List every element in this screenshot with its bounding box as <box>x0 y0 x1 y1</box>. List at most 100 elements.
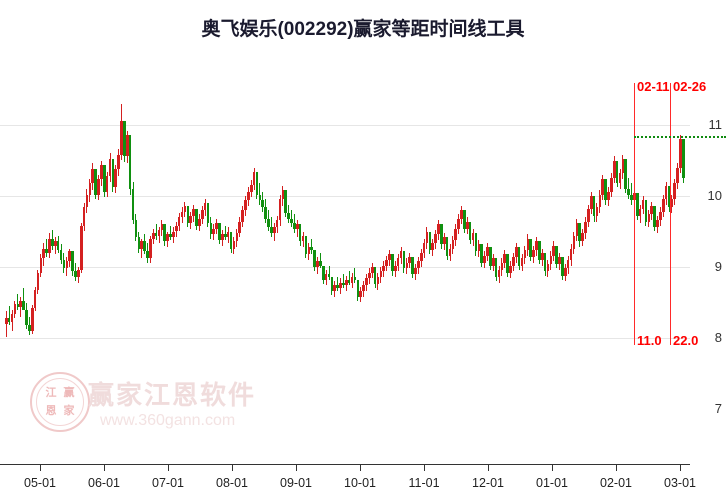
candle-body <box>431 242 435 250</box>
candle-body <box>414 268 417 275</box>
x-axis-tick-label: 01-01 <box>536 476 568 490</box>
stock-chart-page: 奥飞娱乐(002292)赢家等距时间线工具 02-11 11.0 02-26 22.0… <box>0 19 726 490</box>
candle-body <box>572 235 576 249</box>
y-axis-tick-label: 11 <box>708 117 723 132</box>
candle-body <box>474 232 478 252</box>
candle-body <box>59 249 63 260</box>
candle-body <box>30 308 34 331</box>
x-axis-tick <box>360 464 361 471</box>
candle-body <box>111 159 115 188</box>
y-axis-tick-label: 9 <box>714 259 722 274</box>
candle-body <box>77 269 80 277</box>
x-axis-tick-label: 08-01 <box>216 476 248 490</box>
candle-wick <box>224 225 226 240</box>
candle-body <box>405 262 409 269</box>
candle-body <box>313 249 316 267</box>
candle-body <box>584 221 587 233</box>
candle-body <box>555 245 558 265</box>
candle-body <box>587 208 590 222</box>
candle-wick <box>319 252 321 269</box>
candle-body <box>212 228 216 235</box>
candle-body <box>117 154 120 169</box>
candle-body <box>558 257 561 265</box>
candle-body <box>342 282 345 286</box>
x-axis-tick-label: 06-01 <box>88 476 120 490</box>
candle-body <box>610 177 613 192</box>
gridline-10 <box>0 196 690 197</box>
gridline-9 <box>0 267 690 268</box>
candle-wick <box>328 265 330 280</box>
candle-body <box>310 247 314 250</box>
candle-body <box>278 198 282 221</box>
candle-body <box>638 208 642 216</box>
y-axis-tick-label: 7 <box>714 401 722 416</box>
candle-body <box>241 210 244 222</box>
candle-body <box>275 220 279 228</box>
x-axis-tick <box>488 464 489 471</box>
candle-body <box>186 205 190 223</box>
candle-body <box>252 171 256 185</box>
candle-body <box>143 241 146 252</box>
candle-wick <box>155 224 157 240</box>
candle-body <box>339 282 342 289</box>
x-axis-tick <box>168 464 169 471</box>
gann-vertical-line[interactable] <box>634 83 635 345</box>
candle-body <box>270 227 273 233</box>
candle-body <box>126 134 129 157</box>
candle-body <box>203 203 207 211</box>
candle-body <box>627 188 630 195</box>
candle-body <box>200 210 204 219</box>
gridline-8 <box>0 338 690 339</box>
candle-body <box>517 247 521 266</box>
candle-body <box>670 198 674 208</box>
candle-body <box>319 261 322 266</box>
candle-body <box>229 231 233 249</box>
candle-body <box>56 241 60 250</box>
candle-body <box>466 221 469 229</box>
x-axis-tick-label: 07-01 <box>152 476 184 490</box>
candle-body <box>503 254 507 263</box>
candle-wick <box>5 311 7 337</box>
candle-body <box>549 255 553 265</box>
candle-body <box>85 194 89 208</box>
candle-body <box>636 193 639 216</box>
candle-body <box>673 183 677 199</box>
candle-body <box>621 159 625 174</box>
candle-body <box>195 208 198 226</box>
candle-body <box>301 235 305 242</box>
candle-body <box>223 234 227 238</box>
candle-body <box>157 230 161 236</box>
candle-body <box>261 200 265 208</box>
candle-body <box>79 225 83 270</box>
candle-body <box>19 301 22 307</box>
candle-body <box>316 261 319 267</box>
candle-body <box>445 237 449 256</box>
candle-body <box>198 218 201 226</box>
candle-body <box>123 120 126 157</box>
candle-body <box>391 254 394 272</box>
candle-body <box>434 234 437 243</box>
candle-body <box>368 272 371 279</box>
gann-vertical-line[interactable] <box>670 83 671 345</box>
candle-body <box>28 325 31 331</box>
candle-body <box>422 242 426 253</box>
candle-body <box>468 221 472 240</box>
candle-body <box>100 164 103 179</box>
candle-body <box>137 237 141 249</box>
candle-body <box>653 205 656 228</box>
candle-body <box>552 245 556 256</box>
candle-body <box>336 285 339 289</box>
candle-body <box>71 251 74 272</box>
candle-body <box>523 249 527 259</box>
candle-body <box>373 267 377 285</box>
candle-body <box>235 232 239 242</box>
candle-body <box>51 238 54 246</box>
x-axis-tick <box>232 464 233 471</box>
candle-wick <box>296 220 298 238</box>
candle-body <box>264 207 267 219</box>
candle-body <box>163 224 167 242</box>
candle-body <box>154 232 158 236</box>
candle-body <box>296 224 299 229</box>
candle-body <box>376 276 380 285</box>
candle-body <box>114 169 118 188</box>
